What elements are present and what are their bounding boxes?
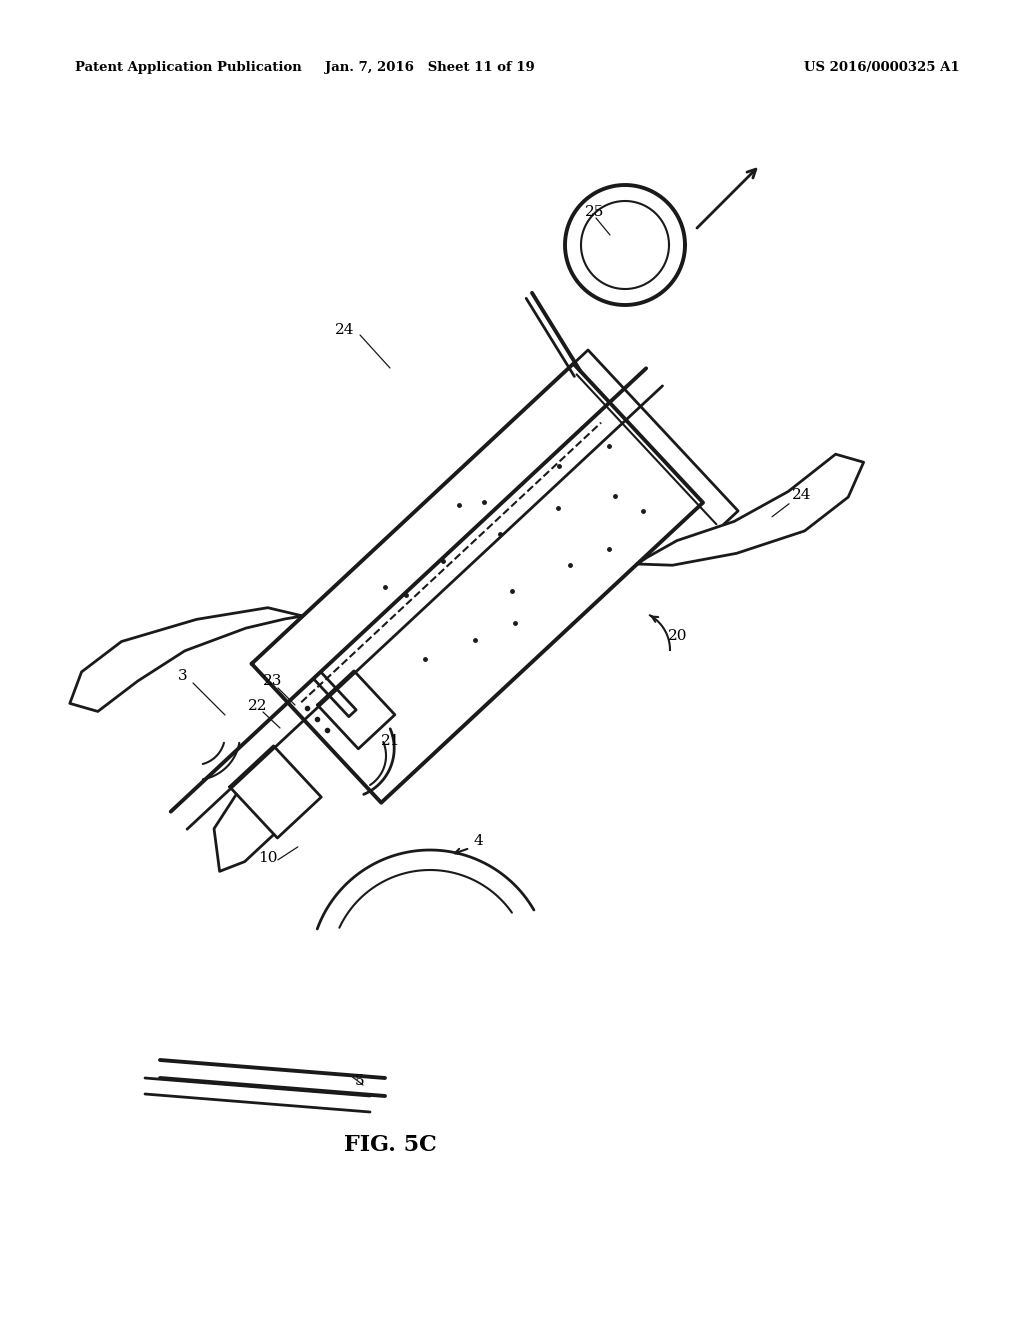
Text: 20: 20	[668, 630, 687, 643]
Text: FIG. 5C: FIG. 5C	[344, 1134, 436, 1156]
Text: 24: 24	[793, 488, 812, 502]
Text: 24: 24	[335, 323, 354, 337]
Text: 25: 25	[585, 205, 604, 219]
Text: 22: 22	[248, 700, 267, 713]
Text: US 2016/0000325 A1: US 2016/0000325 A1	[805, 62, 961, 74]
Text: Patent Application Publication: Patent Application Publication	[75, 62, 302, 74]
Text: 5: 5	[355, 1074, 365, 1088]
Text: 21: 21	[381, 734, 400, 748]
Text: 3: 3	[178, 669, 187, 682]
Text: 4: 4	[474, 834, 483, 847]
Text: Jan. 7, 2016   Sheet 11 of 19: Jan. 7, 2016 Sheet 11 of 19	[326, 62, 535, 74]
Text: 23: 23	[263, 675, 283, 688]
Text: 10: 10	[258, 851, 278, 865]
